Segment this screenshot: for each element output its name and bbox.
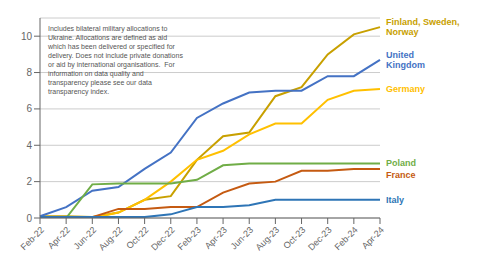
svg-text:Italy: Italy xyxy=(386,195,404,205)
svg-text:8: 8 xyxy=(26,67,32,78)
svg-text:Feb-22: Feb-22 xyxy=(19,225,46,252)
svg-text:Jun-23: Jun-23 xyxy=(229,225,256,252)
svg-text:Apr-23: Apr-23 xyxy=(203,225,229,251)
svg-text:Apr-22: Apr-22 xyxy=(46,225,72,251)
svg-text:Aug-23: Aug-23 xyxy=(254,225,282,253)
svg-text:Feb-23: Feb-23 xyxy=(176,225,203,252)
svg-text:Jun-22: Jun-22 xyxy=(72,225,99,252)
svg-text:Dec-23: Dec-23 xyxy=(306,225,334,253)
svg-text:Finland, Sweden,Norway: Finland, Sweden,Norway xyxy=(386,17,460,37)
svg-text:Apr-24: Apr-24 xyxy=(360,225,386,251)
svg-text:2: 2 xyxy=(26,176,32,187)
html-text:Includes bilateral military al: Includes bilateral military allocations … xyxy=(48,25,183,95)
svg-text:Poland: Poland xyxy=(386,158,416,168)
svg-text:10: 10 xyxy=(21,31,33,42)
svg-text:Oct-23: Oct-23 xyxy=(281,225,307,251)
svg-text:Germany: Germany xyxy=(386,84,425,94)
svg-text:Oct-22: Oct-22 xyxy=(124,225,150,251)
svg-text:UnitedKingdom: UnitedKingdom xyxy=(386,50,425,70)
svg-text:4: 4 xyxy=(26,140,32,151)
svg-text:Feb-24: Feb-24 xyxy=(333,225,360,252)
svg-text:6: 6 xyxy=(26,103,32,114)
svg-text:0: 0 xyxy=(26,213,32,224)
svg-text:Aug-22: Aug-22 xyxy=(97,225,125,253)
svg-text:Dec-22: Dec-22 xyxy=(149,225,177,253)
svg-text:France: France xyxy=(386,170,416,180)
